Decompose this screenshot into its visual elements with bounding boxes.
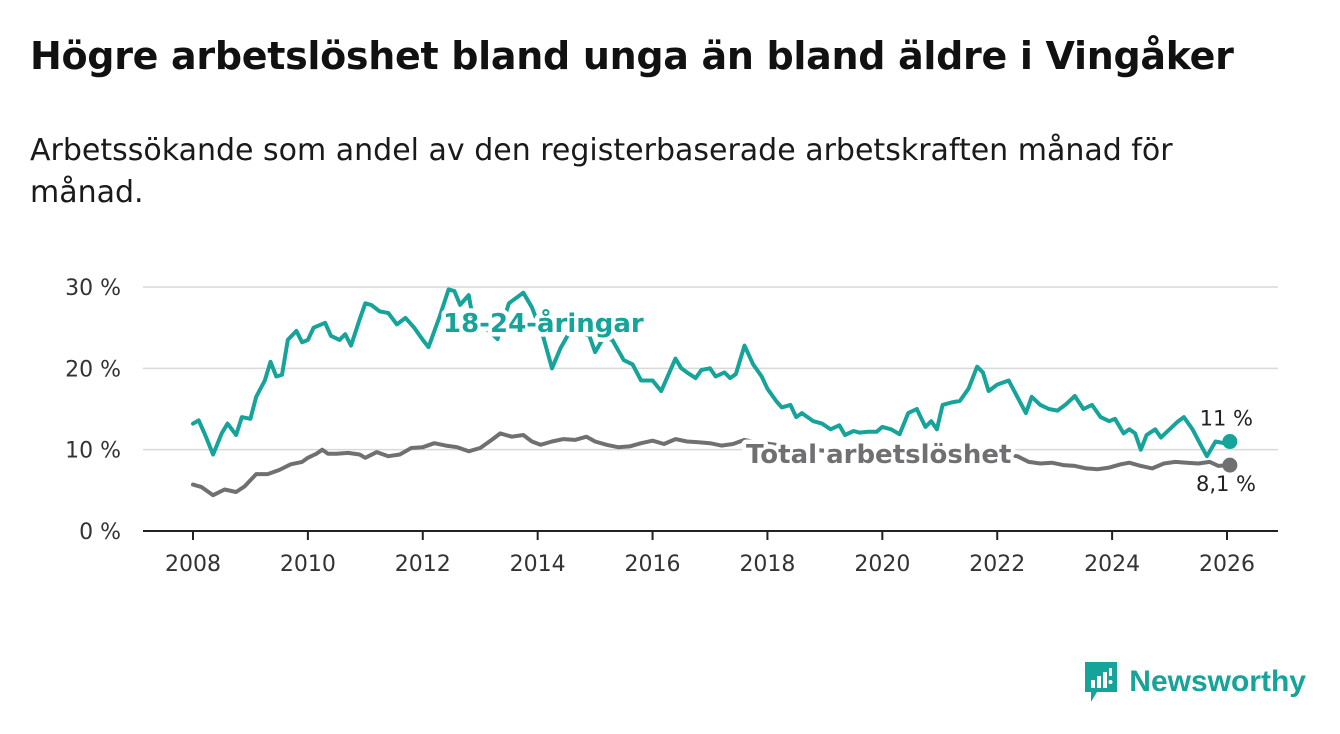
- newsworthy-logo-icon: [1085, 662, 1118, 702]
- series-label-youth-halo: 18-24-åringar: [443, 307, 644, 339]
- y-tick-label: 0 %: [79, 520, 121, 545]
- series-label-youth: 18-24-åringar: [443, 307, 644, 339]
- x-tick-label: 2010: [280, 552, 336, 577]
- series-line-total: [191, 431, 1232, 498]
- y-tick-label: 20 %: [65, 357, 121, 382]
- x-tick-label: 2022: [969, 552, 1025, 577]
- brand-name: Newsworthy: [1129, 665, 1306, 698]
- series-label-total-halo: Total arbetslöshet: [746, 440, 1011, 470]
- chart-subtitle: Arbetssökande som andel av den registerb…: [30, 133, 1173, 210]
- x-tick-label: 2024: [1084, 552, 1140, 577]
- end-label-youth: 11 %: [1200, 407, 1253, 431]
- x-tick-label: 2012: [395, 552, 451, 577]
- x-tick-label: 2016: [625, 552, 681, 577]
- newsworthy-brand: Newsworthy: [1083, 660, 1306, 704]
- series-end-dot-youth: [1222, 434, 1238, 450]
- end-label-total: 8,1 %: [1196, 472, 1256, 496]
- x-tick-label: 2026: [1199, 552, 1255, 577]
- x-tick-label: 2014: [510, 552, 566, 577]
- y-tick-label: 10 %: [65, 439, 121, 464]
- chart-title: Högre arbetslöshet bland unga än bland ä…: [30, 34, 1234, 78]
- series-end-dot-total: [1222, 457, 1238, 473]
- end-label-total-halo: 8,1 %: [1196, 472, 1256, 496]
- series-lines: [191, 287, 1238, 498]
- x-tick-label: 2008: [165, 552, 221, 577]
- series-line-youth: [191, 287, 1232, 459]
- series-label-total: Total arbetslöshet: [746, 440, 1011, 470]
- line-chart: 0 % 10 % 20 % 30 % 2008 2010 2012 2014 2016 2018 2…: [65, 276, 1278, 577]
- x-tick-label: 2018: [739, 552, 795, 577]
- end-label-youth-halo: 11 %: [1200, 407, 1253, 431]
- axes: 0 % 10 % 20 % 30 % 2008 2010 2012 2014 2016 2018 2…: [65, 276, 1278, 577]
- y-tick-label: 30 %: [65, 276, 121, 301]
- x-tick-label: 2020: [854, 552, 910, 577]
